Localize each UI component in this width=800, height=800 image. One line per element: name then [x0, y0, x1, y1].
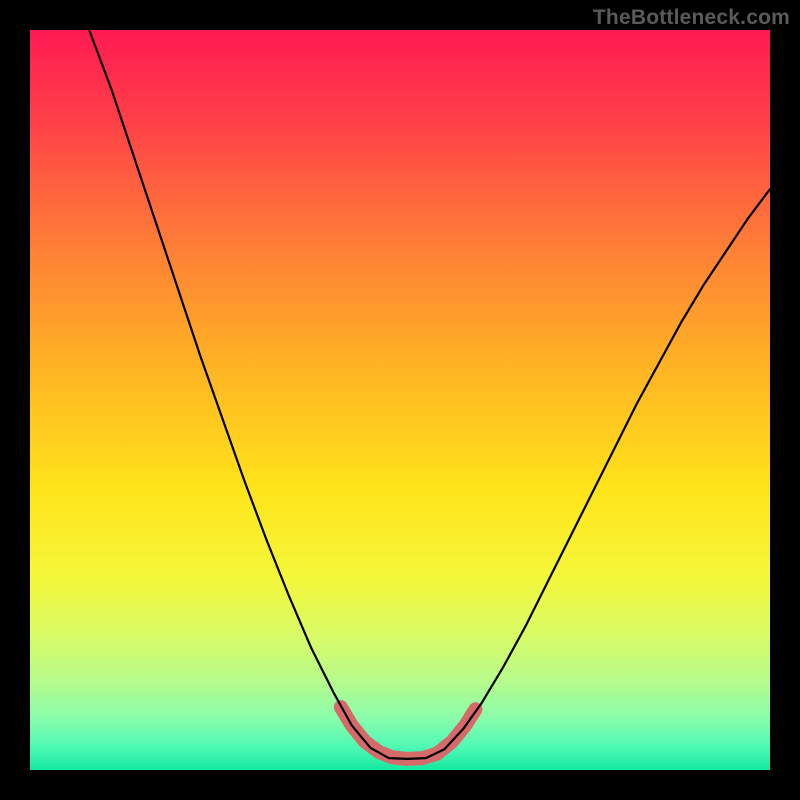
gradient-background	[30, 30, 770, 770]
watermark-text: TheBottleneck.com	[593, 6, 790, 30]
chart-frame: TheBottleneck.com	[0, 0, 800, 800]
plot-area	[30, 30, 770, 770]
plot-svg	[30, 30, 770, 770]
